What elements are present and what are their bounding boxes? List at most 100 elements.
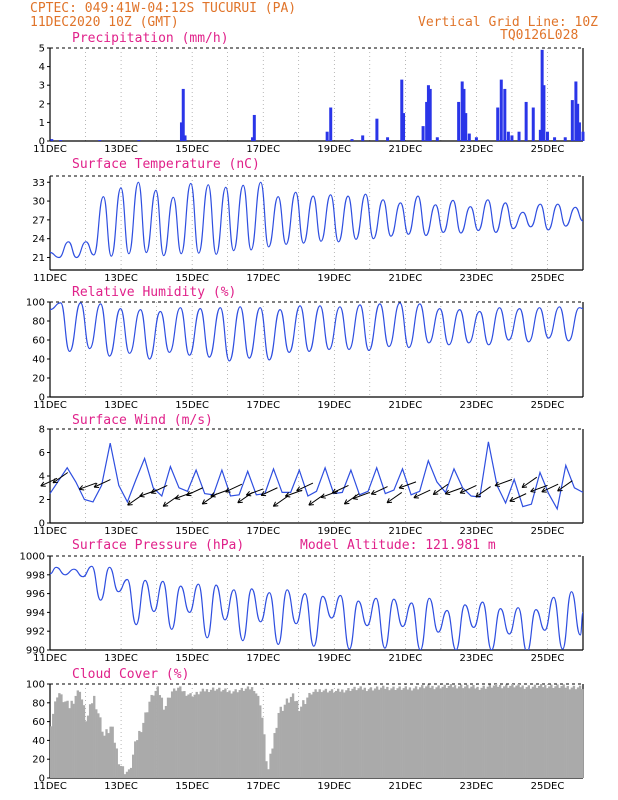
cloud-bar bbox=[144, 712, 147, 778]
wind-arrow bbox=[413, 489, 431, 499]
precip-bar bbox=[538, 129, 542, 141]
y-tick-label: 80 bbox=[32, 698, 45, 709]
y-tick-label: 20 bbox=[32, 755, 45, 766]
wind-arrow bbox=[52, 472, 69, 484]
cloud-bar bbox=[552, 688, 555, 778]
rh-line bbox=[49, 302, 584, 362]
x-tick-label: 11DEC bbox=[33, 781, 67, 792]
x-tick-label: 15DEC bbox=[175, 781, 209, 792]
cloud-bar bbox=[408, 687, 412, 778]
cloud-bar bbox=[507, 687, 510, 778]
y-tick-label: 27 bbox=[32, 215, 45, 226]
cloud-bar bbox=[580, 689, 584, 778]
precip-bar bbox=[577, 122, 581, 141]
precip-bar bbox=[531, 107, 535, 141]
wind-arrow bbox=[331, 484, 349, 494]
cloud-bar bbox=[207, 692, 211, 778]
cloud-bar bbox=[164, 705, 168, 778]
x-tick-label: 17DEC bbox=[246, 273, 280, 284]
precip-bar bbox=[386, 137, 390, 141]
y-tick-label: 60 bbox=[32, 717, 45, 728]
wind-arrow-head bbox=[273, 505, 279, 507]
cloud-bar bbox=[427, 684, 430, 778]
cloud-bar bbox=[218, 687, 221, 778]
cloud-bar bbox=[341, 689, 344, 778]
cloud-bar bbox=[189, 693, 192, 778]
wind-panel: 0 2 4 6 8 11DEC 13DEC 15DEC 17DEC 19DEC 21DEC 23DEC… bbox=[33, 413, 584, 537]
cloud-bar bbox=[230, 693, 233, 778]
cloud-bar bbox=[312, 691, 315, 778]
pressure-line bbox=[50, 565, 583, 650]
cloud-bar bbox=[515, 685, 518, 778]
cloud-bar bbox=[455, 688, 459, 778]
cloud-bar bbox=[62, 702, 65, 778]
cloud-bar bbox=[310, 694, 313, 778]
cloud-bar bbox=[142, 722, 145, 778]
x-tick-label: 15DEC bbox=[175, 653, 209, 664]
cloud-bar bbox=[238, 690, 241, 778]
cloud-bar bbox=[406, 689, 410, 778]
precip-bar bbox=[400, 79, 404, 141]
wind-arrow bbox=[320, 490, 338, 498]
wind-arrow-head bbox=[210, 495, 216, 498]
cloud-bar bbox=[136, 740, 139, 778]
precip-bar bbox=[460, 81, 464, 141]
cloud-bar bbox=[209, 689, 213, 778]
cloud-bar bbox=[578, 685, 582, 778]
cloud-bar bbox=[121, 766, 125, 778]
wind-arrow-head bbox=[386, 498, 390, 503]
precip-bar bbox=[517, 131, 521, 141]
wind-arrow-head bbox=[40, 481, 45, 487]
y-tick-label: 30 bbox=[32, 197, 45, 208]
x-tick-label: 11DEC bbox=[33, 273, 67, 284]
precip-bar bbox=[426, 85, 430, 141]
cloud-bar bbox=[300, 706, 303, 778]
x-tick-label: 11DEC bbox=[33, 653, 67, 664]
wind-arrow-head bbox=[201, 499, 205, 505]
cloud-bar bbox=[531, 686, 535, 778]
cloud-bar bbox=[127, 769, 131, 778]
wind-arrow bbox=[150, 484, 168, 494]
precip-title: Precipitation (mm/h) bbox=[72, 31, 229, 46]
cloud-bar bbox=[240, 687, 243, 778]
cloud-bar bbox=[429, 687, 432, 778]
cloud-bar bbox=[388, 690, 391, 778]
x-tick-label: 15DEC bbox=[175, 144, 209, 155]
cloud-bar bbox=[82, 705, 86, 778]
cloud-bar bbox=[113, 742, 116, 778]
cloud-bar bbox=[509, 685, 512, 778]
cloud-bar bbox=[88, 704, 92, 778]
cloud-bar bbox=[318, 689, 321, 778]
cloud-bar bbox=[353, 686, 356, 778]
precip-bar bbox=[457, 101, 461, 141]
x-tick-label: 19DEC bbox=[317, 144, 351, 155]
cloud-bar bbox=[339, 691, 342, 778]
cloud-bar bbox=[259, 705, 262, 778]
cloud-bar bbox=[357, 688, 360, 778]
x-tick-label: 23DEC bbox=[460, 273, 494, 284]
cloud-bar bbox=[511, 684, 514, 778]
wind-arrow-head bbox=[320, 496, 326, 499]
rh-panel: 0 20 40 60 80 100 11DEC 13DEC 15DEC 17DEC 19DEC 21D… bbox=[26, 285, 584, 411]
x-tick-label: 25DEC bbox=[531, 400, 565, 411]
cloud-bar bbox=[197, 694, 200, 778]
x-tick-label: 17DEC bbox=[246, 144, 280, 155]
x-tick-label: 21DEC bbox=[388, 526, 422, 537]
cloud-bar bbox=[324, 688, 328, 778]
wind-arrow-head bbox=[522, 486, 528, 488]
cloud-bar bbox=[470, 686, 473, 778]
wind-arrow-head bbox=[399, 487, 405, 490]
x-tick-label: 19DEC bbox=[317, 400, 351, 411]
wind-arrow-head bbox=[475, 495, 481, 498]
cloud-bar bbox=[384, 688, 387, 778]
precip-bar bbox=[350, 139, 354, 141]
cloud-bar bbox=[326, 692, 330, 778]
wind-arrow-head bbox=[343, 499, 348, 505]
cloud-bar bbox=[414, 686, 418, 778]
wind-arrow-head bbox=[432, 489, 436, 495]
wind-arrow bbox=[260, 487, 278, 496]
cloud-bar bbox=[361, 689, 364, 778]
cloud-bar bbox=[574, 689, 578, 778]
precip-bar bbox=[59, 140, 63, 141]
temp-panel: 21 24 27 30 33 11DEC 13DEC 15DEC 17DEC 19DEC 21DEC… bbox=[32, 157, 584, 284]
